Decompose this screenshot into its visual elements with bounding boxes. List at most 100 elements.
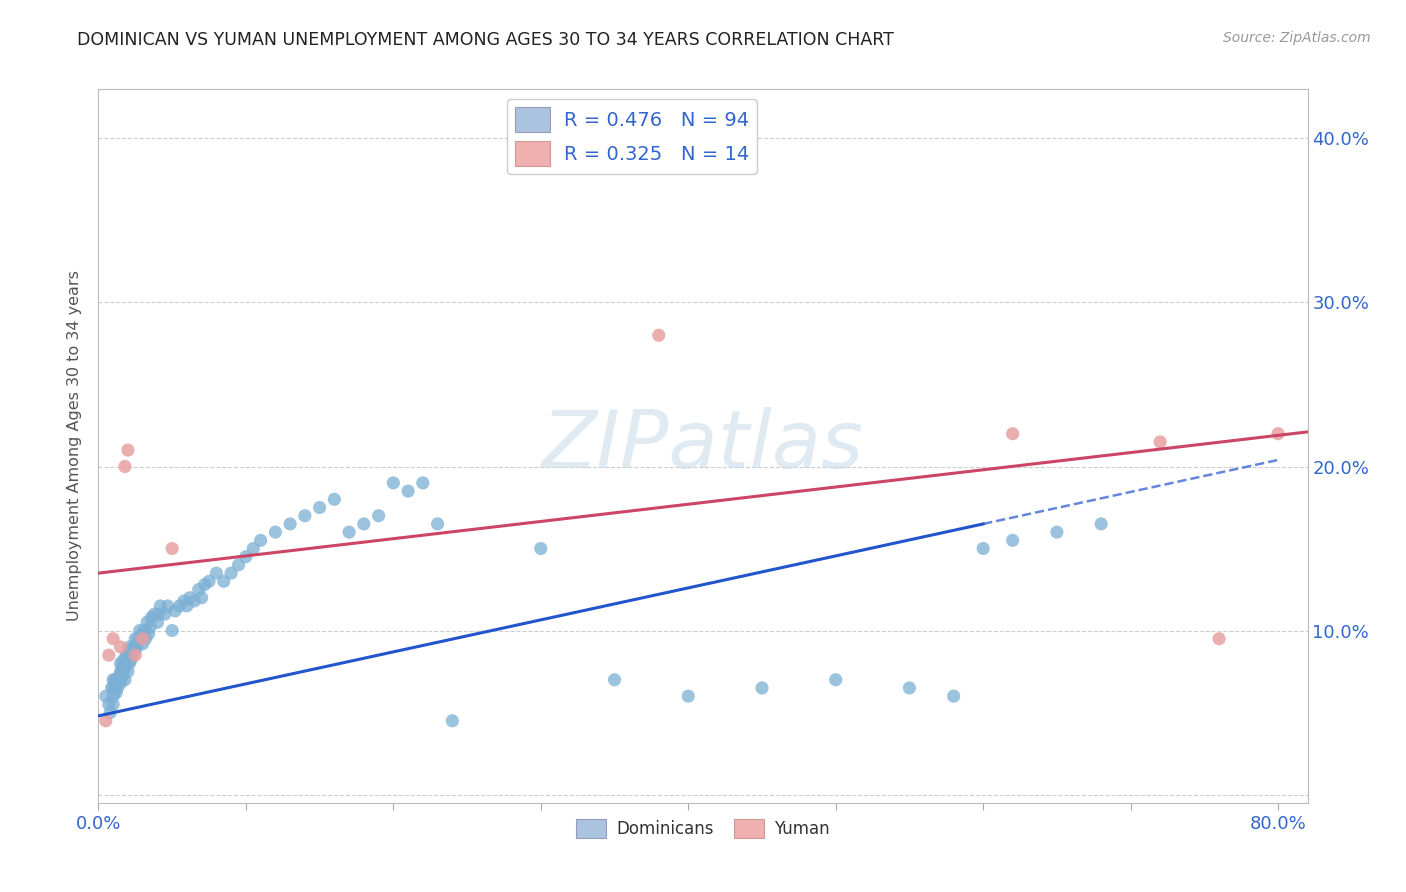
Point [117, 443, 139, 458]
Point [124, 643, 146, 657]
Point [120, 653, 142, 667]
Point [146, 615, 169, 630]
Point [117, 648, 139, 662]
Point [101, 673, 124, 687]
Point [169, 599, 191, 613]
Point [98, 706, 121, 720]
Point [160, 624, 183, 638]
Point [412, 475, 434, 490]
Point [294, 508, 316, 523]
Point [104, 681, 127, 695]
Point [104, 673, 127, 687]
Point [111, 659, 134, 673]
Point [942, 689, 965, 703]
Point [1046, 525, 1069, 540]
Point [100, 681, 122, 695]
Point [94, 714, 117, 728]
Point [212, 574, 235, 589]
Point [1090, 516, 1112, 531]
Point [228, 558, 250, 572]
Point [94, 689, 117, 703]
Point [122, 640, 145, 654]
Point [101, 698, 124, 712]
Point [125, 640, 148, 654]
Point [198, 574, 221, 589]
Point [121, 648, 143, 662]
Point [1267, 426, 1289, 441]
Point [242, 541, 264, 556]
Point [114, 673, 136, 687]
Point [1149, 434, 1171, 449]
Point [138, 627, 160, 641]
Y-axis label: Unemployment Among Ages 30 to 34 years: Unemployment Among Ages 30 to 34 years [67, 270, 83, 622]
Point [205, 566, 228, 581]
Point [173, 594, 195, 608]
Point [337, 525, 360, 540]
Point [127, 632, 149, 646]
Point [278, 516, 301, 531]
Point [114, 659, 136, 673]
Point [382, 475, 405, 490]
Point [396, 484, 419, 499]
Point [219, 566, 242, 581]
Point [898, 681, 921, 695]
Point [115, 648, 138, 662]
Point [603, 673, 626, 687]
Point [190, 591, 212, 605]
Point [183, 594, 205, 608]
Point [124, 632, 146, 646]
Point [235, 549, 257, 564]
Point [187, 582, 209, 597]
Point [353, 516, 375, 531]
Point [110, 657, 132, 671]
Point [131, 632, 153, 646]
Point [120, 643, 142, 657]
Point [141, 610, 163, 624]
Point [136, 615, 159, 630]
Point [194, 577, 217, 591]
Point [110, 665, 132, 679]
Point [308, 500, 330, 515]
Point [107, 673, 129, 687]
Point [1001, 533, 1024, 548]
Point [135, 632, 157, 646]
Point [160, 541, 183, 556]
Point [149, 599, 172, 613]
Point [148, 607, 170, 622]
Point [264, 525, 287, 540]
Point [97, 698, 120, 712]
Point [678, 689, 700, 703]
Point [139, 620, 162, 634]
Point [118, 657, 141, 671]
Point [107, 681, 129, 695]
Point [367, 508, 389, 523]
Point [105, 686, 128, 700]
Point [124, 648, 146, 662]
Point [143, 607, 166, 622]
Point [441, 714, 464, 728]
Point [110, 640, 132, 654]
Point [131, 637, 153, 651]
Point [972, 541, 994, 556]
Text: ZIPatlas: ZIPatlas [541, 407, 865, 485]
Point [1208, 632, 1230, 646]
Point [165, 604, 187, 618]
Point [108, 669, 131, 683]
Point [179, 591, 201, 605]
Point [112, 665, 135, 679]
Point [110, 676, 132, 690]
Point [105, 676, 128, 690]
Point [751, 681, 773, 695]
Point [97, 648, 120, 662]
Text: Source: ZipAtlas.com: Source: ZipAtlas.com [1223, 31, 1371, 45]
Point [426, 516, 449, 531]
Point [648, 328, 671, 343]
Point [128, 624, 150, 638]
Point [118, 640, 141, 654]
Point [101, 689, 124, 703]
Point [156, 599, 179, 613]
Point [249, 533, 271, 548]
Point [153, 607, 176, 622]
Point [101, 681, 124, 695]
Point [111, 669, 134, 683]
